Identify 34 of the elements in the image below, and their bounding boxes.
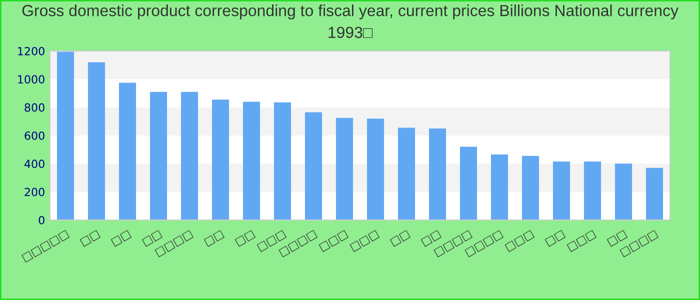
y-tick-label: 800 [24, 103, 44, 112]
y-tick-label: 1200 [18, 46, 44, 56]
bar [522, 156, 540, 220]
y-tick-label: 1000 [18, 75, 44, 84]
bar [88, 62, 106, 220]
y-tick-label: 200 [24, 188, 44, 196]
chart-title: Gross domestic product corresponding to fiscal year, current prices Billions National currency 1993□ [22, 4, 678, 38]
bar [460, 146, 478, 220]
bar [150, 92, 168, 220]
bar [646, 168, 664, 220]
y-tick-label: 0 [38, 216, 44, 224]
y-tick-label: 400 [24, 160, 44, 168]
bar [118, 82, 136, 220]
bar [614, 164, 632, 220]
bar [398, 128, 416, 220]
bar [336, 118, 354, 220]
bar [56, 52, 74, 220]
y-tick-label: 600 [24, 131, 44, 140]
x-tick-label: □□ [544, 230, 566, 247]
bar [242, 102, 260, 220]
bar [584, 162, 602, 220]
x-tick-label: □□ [110, 230, 132, 247]
bar [180, 92, 198, 220]
x-tick-label: □□ [204, 230, 225, 247]
bar [274, 102, 292, 220]
x-tick-label: □□ [80, 230, 101, 247]
bar [428, 128, 446, 220]
bar [212, 100, 230, 220]
bar [304, 112, 322, 220]
bar [366, 118, 384, 220]
bar [552, 162, 570, 220]
x-tick-label: □□ [390, 230, 411, 247]
x-tick-label: □□ [234, 230, 256, 247]
bar [490, 154, 508, 220]
